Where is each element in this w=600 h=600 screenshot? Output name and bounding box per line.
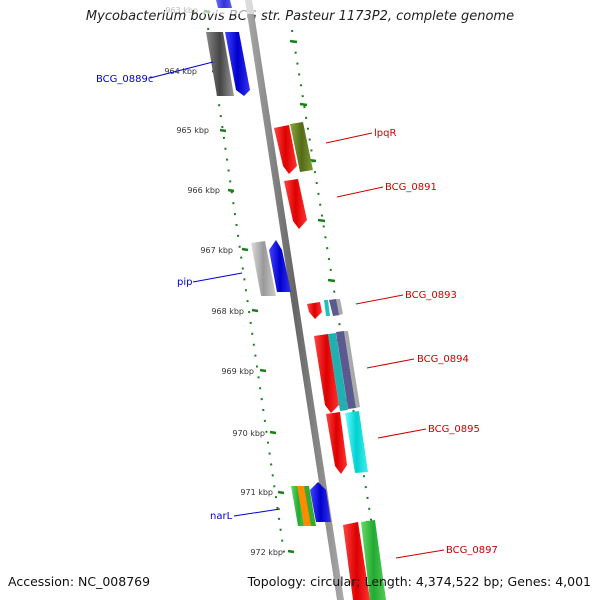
orange-gene-narL[interactable] — [297, 486, 312, 526]
kbp-label-965: 965 kbp — [176, 126, 209, 135]
olive-gene-lpqR[interactable] — [290, 122, 313, 172]
red-gene-0893[interactable] — [307, 302, 322, 319]
kbp-label-966: 966 kbp — [187, 186, 220, 195]
grey-gene-pip[interactable] — [251, 241, 276, 296]
gene-label-BCG_0889c[interactable]: BCG_0889c — [96, 74, 153, 85]
map-title: Mycobacterium bovis BCG str. Pasteur 117… — [85, 9, 515, 24]
gene-label-BCG_0895[interactable]: BCG_0895 — [428, 424, 480, 435]
gene-label-narL[interactable]: narL — [210, 511, 233, 522]
left-scale-line — [207, 27, 286, 561]
red-gene-lpqR[interactable] — [274, 125, 297, 174]
kbp-labels: 963 kbp 964 kbp 965 kbp 966 kbp 967 kbp … — [164, 6, 283, 557]
red-gene-0894[interactable] — [314, 334, 339, 413]
green-gene-narL-2[interactable] — [304, 486, 316, 526]
gene-label-BCG_0891[interactable]: BCG_0891 — [385, 182, 437, 193]
gene-label-BCG_0893[interactable]: BCG_0893 — [405, 290, 457, 301]
blue-gene-top-cap[interactable] — [216, 0, 232, 8]
blue-gene-narL[interactable] — [310, 482, 331, 522]
multicolor-gene-0893[interactable] — [329, 299, 340, 316]
gene-label-BCG_0897[interactable]: BCG_0897 — [446, 545, 498, 556]
blue-gene-top[interactable] — [225, 32, 250, 96]
left-strand-features — [200, 0, 331, 526]
red-gene-0891[interactable] — [284, 179, 307, 229]
gene-label-BCG_0894[interactable]: BCG_0894 — [417, 354, 469, 365]
kbp-label-972: 972 kbp — [250, 548, 283, 557]
green-gene-0897[interactable] — [361, 520, 386, 600]
genome-backbone — [245, 0, 344, 600]
kbp-label-969: 969 kbp — [221, 367, 254, 376]
gene-labels-left: BCG_0889c pip narL — [96, 74, 233, 522]
genome-summary-text: Topology: circular; Length: 4,374,522 bp… — [247, 574, 591, 589]
kbp-label-970: 970 kbp — [232, 429, 265, 438]
kbp-label-967: 967 kbp — [200, 246, 233, 255]
grey-gene-0894[interactable] — [344, 331, 360, 408]
gene-label-pip[interactable]: pip — [177, 277, 192, 288]
cyan-gene-0895[interactable] — [345, 411, 368, 473]
grey-gene-0893[interactable] — [336, 299, 343, 315]
cyan-gene-0893[interactable] — [324, 300, 330, 316]
red-gene-0897[interactable] — [343, 522, 370, 600]
grey-gene-top[interactable] — [206, 32, 234, 96]
red-gene-0895[interactable] — [326, 412, 347, 474]
accession-text: Accession: NC_008769 — [8, 574, 151, 589]
kbp-label-964: 964 kbp — [164, 67, 197, 76]
kbp-label-968: 968 kbp — [211, 307, 244, 316]
kbp-label-963: 963 kbp — [165, 6, 198, 15]
label-connectors — [149, 61, 445, 559]
blue-gene-pip[interactable] — [269, 240, 291, 292]
cyan-gene-0894[interactable] — [328, 333, 348, 411]
kbp-label-971: 971 kbp — [240, 488, 273, 497]
right-strand-features — [274, 122, 386, 600]
gene-labels-right: lpqR BCG_0891 BCG_0893 BCG_0894 BCG_0895… — [374, 128, 498, 556]
slate-gene-0894[interactable] — [336, 331, 356, 409]
gene-label-lpqR[interactable]: lpqR — [374, 128, 396, 139]
